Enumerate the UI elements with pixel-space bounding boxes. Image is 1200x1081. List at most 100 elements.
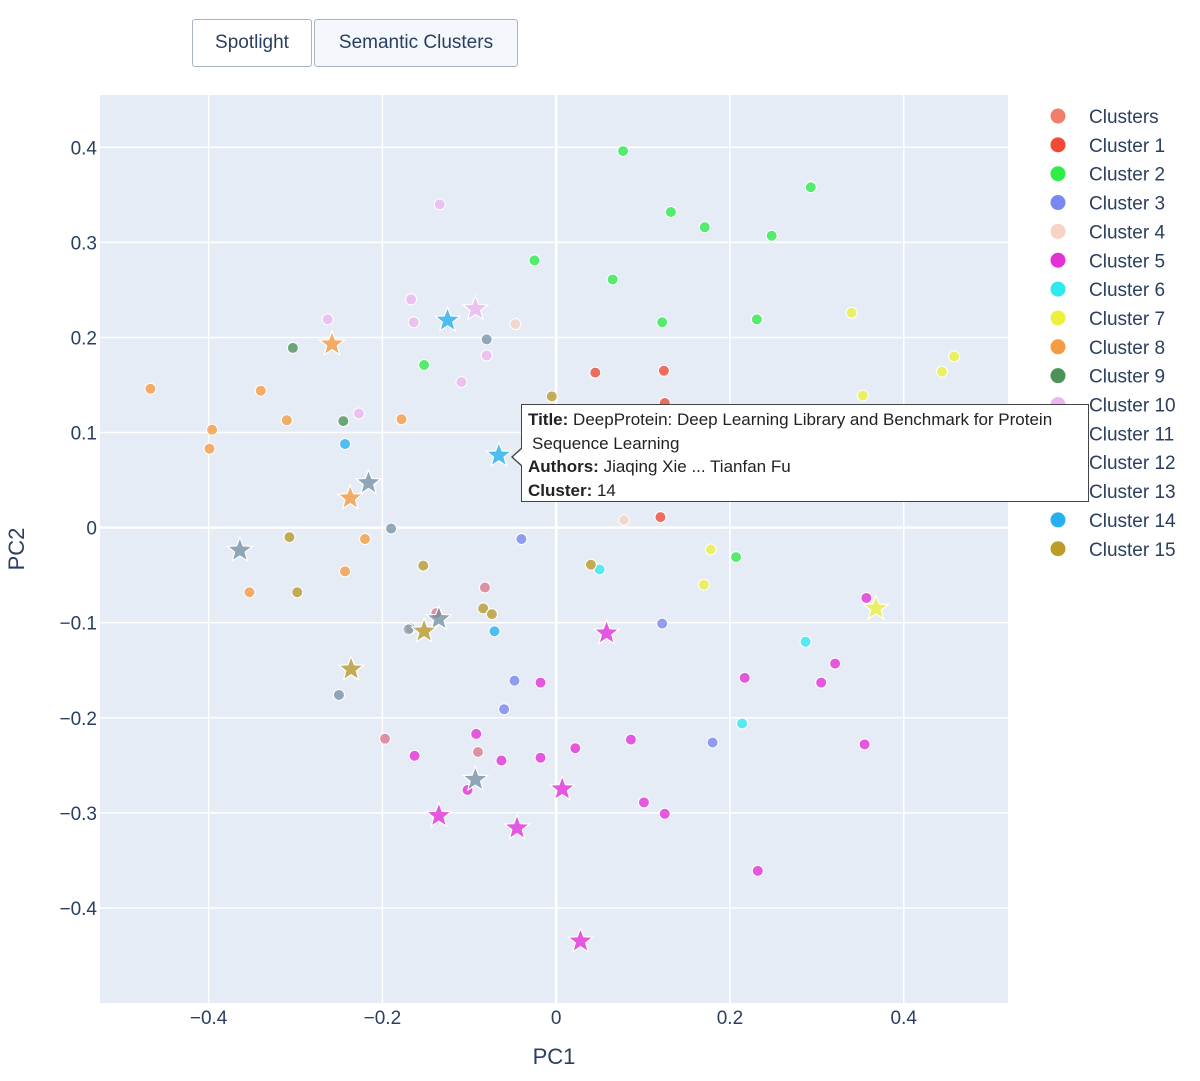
cluster-8-point[interactable] (206, 423, 219, 436)
cluster-8-point[interactable] (280, 414, 293, 427)
cluster-10-point[interactable] (455, 376, 468, 389)
cluster-4-point[interactable] (509, 318, 522, 331)
cluster-2-point[interactable] (528, 254, 541, 267)
cluster-2-point[interactable] (418, 359, 431, 372)
cluster-8-centroid-star[interactable] (318, 329, 346, 356)
cluster-5-point[interactable] (815, 676, 828, 689)
cluster-2-point[interactable] (804, 181, 817, 194)
cluster-9-point[interactable] (286, 341, 299, 354)
cluster-7-point[interactable] (935, 365, 948, 378)
cluster-14-point[interactable] (488, 625, 501, 638)
cluster-4-point[interactable] (617, 514, 630, 527)
cluster-11-point[interactable] (385, 522, 398, 535)
cluster-15-point[interactable] (291, 586, 304, 599)
legend-item-clusters[interactable]: Clusters (1050, 107, 1159, 128)
cluster-7-point[interactable] (845, 306, 858, 319)
cluster-5-point[interactable] (534, 676, 547, 689)
cluster-10-point[interactable] (321, 313, 334, 326)
legend-item-cluster-6[interactable]: Cluster 6 (1050, 280, 1166, 301)
cluster-14-point[interactable] (339, 437, 352, 450)
cluster-3-point[interactable] (515, 533, 528, 546)
cluster-2-point[interactable] (698, 221, 711, 234)
cluster-7-point[interactable] (704, 543, 717, 556)
cluster-11-point[interactable] (332, 688, 345, 701)
legend-item-cluster-2[interactable]: Cluster 2 (1050, 165, 1166, 186)
legend-item-cluster-4[interactable]: Cluster 4 (1050, 222, 1166, 243)
cluster-12-point[interactable] (378, 732, 391, 745)
cluster-11-centroid-star[interactable] (225, 535, 254, 563)
cluster-2-point[interactable] (617, 145, 630, 158)
cluster-7-point[interactable] (948, 350, 961, 363)
cluster-15-centroid-star[interactable] (410, 616, 439, 644)
cluster-15-point[interactable] (545, 390, 558, 403)
cluster-11-point[interactable] (480, 333, 493, 346)
cluster-8-point[interactable] (359, 533, 372, 546)
cluster-10-point[interactable] (405, 293, 418, 306)
cluster-2-point[interactable] (765, 229, 778, 242)
legend-item-cluster-14[interactable]: Cluster 14 (1050, 511, 1177, 532)
cluster-1-point[interactable] (657, 364, 670, 377)
cluster-10-point[interactable] (480, 349, 493, 362)
cluster-5-point[interactable] (408, 749, 421, 762)
cluster-1-point[interactable] (654, 511, 667, 524)
spotlight-button[interactable]: Spotlight (192, 19, 312, 67)
cluster-7-point[interactable] (697, 578, 710, 591)
cluster-3-point[interactable] (656, 617, 669, 630)
cluster-10-point[interactable] (352, 407, 365, 420)
cluster-9-point[interactable] (337, 415, 350, 428)
cluster-11-centroid-star[interactable] (424, 604, 453, 631)
cluster-12-point[interactable] (478, 581, 491, 594)
cluster-2-point[interactable] (664, 205, 677, 218)
cluster-10-point[interactable] (433, 198, 446, 211)
cluster-8-point[interactable] (395, 413, 408, 426)
cluster-5-centroid-star[interactable] (566, 926, 595, 954)
cluster-5-point[interactable] (534, 751, 547, 764)
semantic-clusters-button[interactable]: Semantic Clusters (314, 19, 518, 67)
cluster-3-point[interactable] (508, 674, 521, 687)
cluster-14-centroid-star[interactable] (484, 440, 513, 468)
legend-item-cluster-15[interactable]: Cluster 15 (1050, 540, 1176, 561)
cluster-11-centroid-star[interactable] (354, 468, 383, 495)
legend-item-cluster-5[interactable]: Cluster 5 (1050, 251, 1166, 272)
cluster-5-point[interactable] (624, 733, 637, 746)
cluster-8-point[interactable] (339, 565, 352, 578)
centroid-markers[interactable] (225, 294, 890, 954)
cluster-5-centroid-star[interactable] (424, 801, 453, 828)
cluster-15-point[interactable] (584, 558, 597, 571)
cluster-3-point[interactable] (498, 703, 511, 716)
cluster-10-point[interactable] (407, 316, 420, 329)
cluster-5-point[interactable] (470, 727, 483, 740)
legend-item-cluster-3[interactable]: Cluster 3 (1050, 194, 1166, 215)
cluster-5-point[interactable] (569, 742, 582, 755)
legend-item-cluster-9[interactable]: Cluster 9 (1050, 367, 1166, 388)
cluster-14-centroid-star[interactable] (433, 305, 462, 333)
cluster-8-point[interactable] (203, 442, 216, 455)
cluster-5-centroid-star[interactable] (592, 618, 621, 646)
cluster-15-point[interactable] (485, 608, 498, 621)
cluster-5-centroid-star[interactable] (503, 813, 532, 840)
cluster-5-centroid-star[interactable] (548, 774, 577, 801)
cluster-15-point[interactable] (417, 559, 430, 572)
cluster-8-centroid-star[interactable] (336, 483, 365, 511)
cluster-11-centroid-star[interactable] (461, 764, 490, 792)
cluster-12-point[interactable] (471, 745, 484, 758)
cluster-8-point[interactable] (254, 384, 267, 397)
cluster-15-point[interactable] (283, 531, 296, 544)
cluster-5-point[interactable] (858, 738, 871, 751)
cluster-5-point[interactable] (658, 807, 671, 820)
cluster-5-point[interactable] (738, 671, 751, 684)
legend-item-cluster-8[interactable]: Cluster 8 (1050, 338, 1166, 359)
cluster-15-point[interactable] (477, 602, 490, 615)
legend-item-cluster-1[interactable]: Cluster 1 (1050, 136, 1166, 157)
cluster-2-point[interactable] (730, 551, 743, 564)
cluster-6-point[interactable] (799, 635, 812, 648)
cluster-5-point[interactable] (860, 591, 873, 604)
cluster-1-point[interactable] (589, 366, 602, 379)
cluster-8-point[interactable] (144, 382, 157, 395)
cluster-3-point[interactable] (706, 736, 719, 749)
cluster-6-point[interactable] (736, 717, 749, 730)
cluster-5-point[interactable] (637, 796, 650, 809)
cluster-5-point[interactable] (751, 864, 764, 877)
cluster-7-centroid-star[interactable] (861, 593, 890, 621)
